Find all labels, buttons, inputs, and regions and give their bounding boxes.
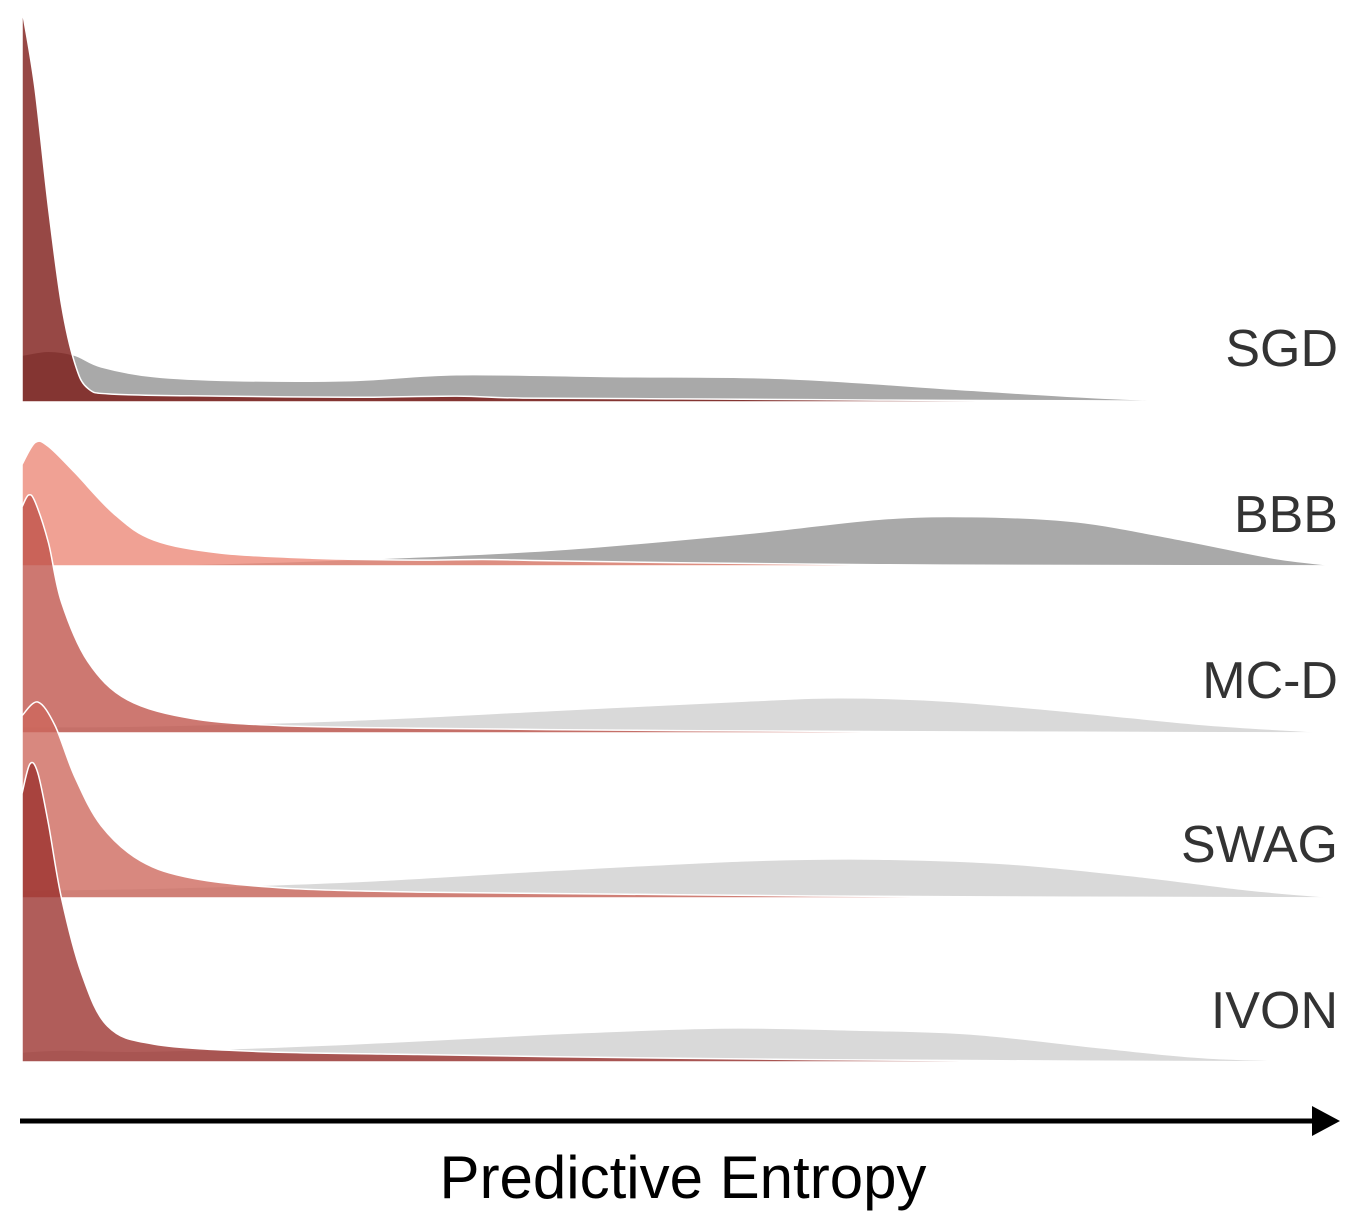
ridge-row-swag: SWAG <box>21 701 1341 899</box>
ridge-row-sgd: SGD <box>21 11 1341 403</box>
ood-density-sgd <box>21 350 1341 403</box>
in-distribution-density-bbb <box>21 440 1341 567</box>
in-distribution-density-swag <box>21 701 1341 899</box>
ridgeline-rows: SGD BBB MC-D SWAG IVON <box>21 11 1341 1063</box>
in-distribution-density-mc-d <box>21 493 1341 734</box>
x-axis-arrow-head <box>1312 1106 1340 1136</box>
x-axis-label: Predictive Entropy <box>440 1144 927 1211</box>
in-distribution-density-sgd <box>21 11 1341 403</box>
ridge-row-bbb: BBB <box>21 440 1341 567</box>
row-label-mc-d: MC-D <box>1202 652 1338 710</box>
in-distribution-density-ivon <box>21 761 1341 1063</box>
row-label-ivon: IVON <box>1211 982 1338 1040</box>
row-label-swag: SWAG <box>1181 816 1338 874</box>
row-label-sgd: SGD <box>1225 320 1338 378</box>
x-axis: Predictive Entropy <box>20 1106 1340 1211</box>
ridge-row-ivon: IVON <box>21 761 1341 1063</box>
row-label-bbb: BBB <box>1234 486 1338 544</box>
ridge-row-mc-d: MC-D <box>21 493 1341 734</box>
